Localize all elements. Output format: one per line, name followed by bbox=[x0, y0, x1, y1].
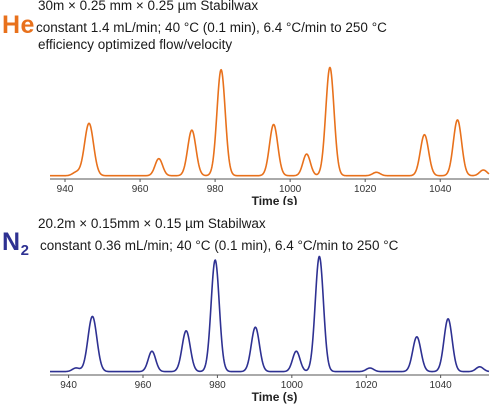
x-tick-label: 1020 bbox=[354, 184, 377, 195]
x-tick-label: 960 bbox=[135, 380, 152, 391]
x-tick-label: 1040 bbox=[430, 380, 453, 391]
nitrogen-conditions: constant 0.36 mL/min; 40 °C (0.1 min), 6… bbox=[40, 238, 399, 253]
helium-note: efficiency optimized flow/velocity bbox=[38, 37, 233, 52]
nitrogen-gas-label: N2 bbox=[2, 228, 30, 259]
x-tick-label: 960 bbox=[132, 184, 149, 195]
chromatogram-trace bbox=[49, 66, 490, 177]
x-axis-title: Time (s) bbox=[252, 390, 298, 404]
helium-conditions: constant 1.4 mL/min; 40 °C (0.1 min), 6.… bbox=[36, 20, 387, 35]
nitrogen-column-spec: 20.2m × 0.15mm × 0.15 µm Stabilwax bbox=[38, 216, 266, 231]
x-tick-label: 980 bbox=[209, 380, 226, 391]
x-tick-label: 1000 bbox=[279, 184, 302, 195]
nitrogen-chromatogram-plot: 940 960 980 1000 1020 1040 Time (s) bbox=[49, 255, 490, 404]
x-tick-label: 1020 bbox=[355, 380, 378, 391]
x-tick-label: 980 bbox=[207, 184, 224, 195]
chromatogram-trace bbox=[49, 255, 490, 373]
nitrogen-chromatogram-panel: 940 960 980 1000 1020 1040 Time (s) N2 20.2m ×… bbox=[0, 212, 500, 406]
helium-gas-label: He bbox=[2, 11, 35, 39]
helium-chromatogram-plot: 940 960 980 1000 1020 1040 Time (s) bbox=[49, 66, 490, 205]
x-tick-label: 940 bbox=[60, 380, 77, 391]
helium-column-spec: 30m × 0.25 mm × 0.25 µm Stabilwax bbox=[38, 0, 259, 13]
helium-chromatogram-panel: 940 960 980 1000 1020 1040 Time (s) He 30m × 0… bbox=[2, 0, 490, 205]
x-tick-label: 940 bbox=[57, 184, 74, 195]
x-tick-label: 1040 bbox=[429, 184, 452, 195]
x-axis-title: Time (s) bbox=[252, 194, 298, 205]
x-tick-label: 1000 bbox=[281, 380, 304, 391]
